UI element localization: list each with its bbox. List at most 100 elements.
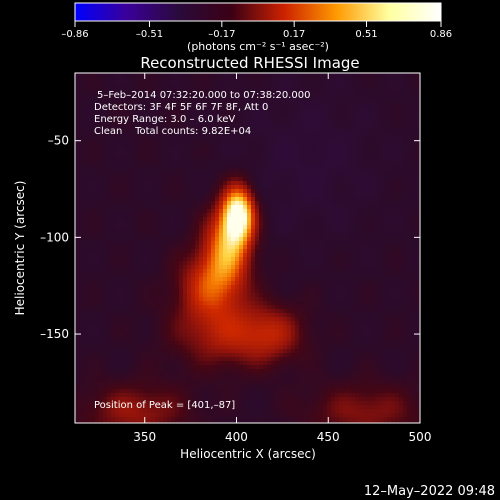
heatmap-pixel	[311, 277, 315, 281]
heatmap-pixel	[371, 205, 375, 209]
heatmap-pixel	[127, 229, 131, 233]
heatmap-pixel	[411, 125, 415, 129]
heatmap-pixel	[299, 229, 303, 233]
heatmap-pixel	[211, 173, 215, 177]
heatmap-pixel	[355, 113, 359, 117]
heatmap-pixel	[259, 97, 263, 101]
heatmap-pixel	[143, 149, 147, 153]
heatmap-pixel	[367, 153, 371, 157]
heatmap-pixel	[355, 105, 359, 109]
heatmap-pixel	[327, 85, 331, 89]
heatmap-pixel	[323, 137, 327, 141]
heatmap-pixel	[239, 273, 243, 277]
heatmap-pixel	[307, 213, 311, 217]
heatmap-pixel	[199, 97, 203, 101]
heatmap-pixel	[395, 213, 399, 217]
heatmap-pixel	[267, 209, 271, 213]
heatmap-pixel	[143, 245, 147, 249]
heatmap-pixel	[395, 289, 399, 293]
heatmap-pixel	[99, 153, 103, 157]
heatmap-pixel	[279, 241, 283, 245]
heatmap-pixel	[383, 105, 387, 109]
heatmap-pixel	[343, 221, 347, 225]
heatmap-pixel	[139, 277, 143, 281]
heatmap-pixel	[203, 181, 207, 185]
heatmap-pixel	[411, 285, 415, 289]
heatmap-pixel	[375, 245, 379, 249]
heatmap-pixel	[335, 105, 339, 109]
heatmap-pixel	[215, 241, 219, 245]
heatmap-pixel	[343, 117, 347, 121]
heatmap-pixel	[415, 249, 419, 253]
heatmap-pixel	[319, 209, 323, 213]
heatmap-pixel	[115, 73, 119, 77]
heatmap-pixel	[399, 265, 403, 269]
heatmap-pixel	[311, 269, 315, 273]
heatmap-pixel	[287, 157, 291, 161]
heatmap-pixel	[415, 177, 419, 181]
heatmap-pixel	[315, 229, 319, 233]
heatmap-pixel	[219, 129, 223, 133]
heatmap-pixel	[123, 149, 127, 153]
heatmap-pixel	[263, 277, 267, 281]
heatmap-pixel	[79, 209, 83, 213]
heatmap-pixel	[95, 297, 99, 301]
heatmap-pixel	[351, 145, 355, 149]
heatmap-pixel	[299, 261, 303, 265]
heatmap-pixel	[295, 113, 299, 117]
heatmap-pixel	[279, 269, 283, 273]
heatmap-pixel	[411, 157, 415, 161]
heatmap-pixel	[291, 233, 295, 237]
heatmap-pixel	[187, 233, 191, 237]
heatmap-pixel	[187, 245, 191, 249]
heatmap-pixel	[155, 289, 159, 293]
heatmap-pixel	[123, 161, 127, 165]
heatmap-pixel	[127, 261, 131, 265]
heatmap-pixel	[315, 213, 319, 217]
heatmap-pixel	[127, 237, 131, 241]
heatmap-pixel	[379, 281, 383, 285]
heatmap-pixel	[327, 277, 331, 281]
heatmap-pixel	[415, 153, 419, 157]
heatmap-pixel	[103, 105, 107, 109]
heatmap-pixel	[179, 217, 183, 221]
heatmap-pixel	[111, 185, 115, 189]
heatmap-pixel	[271, 73, 275, 77]
heatmap-pixel	[171, 225, 175, 229]
heatmap-pixel	[131, 169, 135, 173]
heatmap-pixel	[147, 177, 151, 181]
heatmap-pixel	[347, 73, 351, 77]
heatmap-pixel	[175, 177, 179, 181]
heatmap-pixel	[403, 209, 407, 213]
heatmap-pixel	[323, 229, 327, 233]
heatmap-pixel	[255, 285, 259, 289]
heatmap-pixel	[363, 297, 367, 301]
heatmap-pixel	[79, 185, 83, 189]
heatmap-pixel	[107, 253, 111, 257]
heatmap-pixel	[415, 101, 419, 105]
heatmap-pixel	[183, 101, 187, 105]
heatmap-pixel	[99, 141, 103, 145]
heatmap-pixel	[303, 181, 307, 185]
heatmap-pixel	[211, 193, 215, 197]
heatmap-pixel	[287, 193, 291, 197]
heatmap-pixel	[167, 173, 171, 177]
heatmap-pixel	[91, 73, 95, 77]
heatmap-pixel	[287, 89, 291, 93]
heatmap-pixel	[135, 273, 139, 277]
heatmap-pixel	[367, 189, 371, 193]
heatmap-pixel	[343, 81, 347, 85]
heatmap-pixel	[331, 209, 335, 213]
heatmap-pixel	[323, 145, 327, 149]
heatmap-pixel	[315, 89, 319, 93]
heatmap-pixel	[411, 297, 415, 301]
heatmap-pixel	[151, 93, 155, 97]
heatmap-pixel	[391, 93, 395, 97]
heatmap-pixel	[187, 289, 191, 293]
heatmap-pixel	[95, 253, 99, 257]
heatmap-pixel	[135, 297, 139, 301]
heatmap-pixel	[343, 141, 347, 145]
heatmap-pixel	[243, 101, 247, 105]
heatmap-pixel	[335, 141, 339, 145]
heatmap-pixel	[199, 145, 203, 149]
